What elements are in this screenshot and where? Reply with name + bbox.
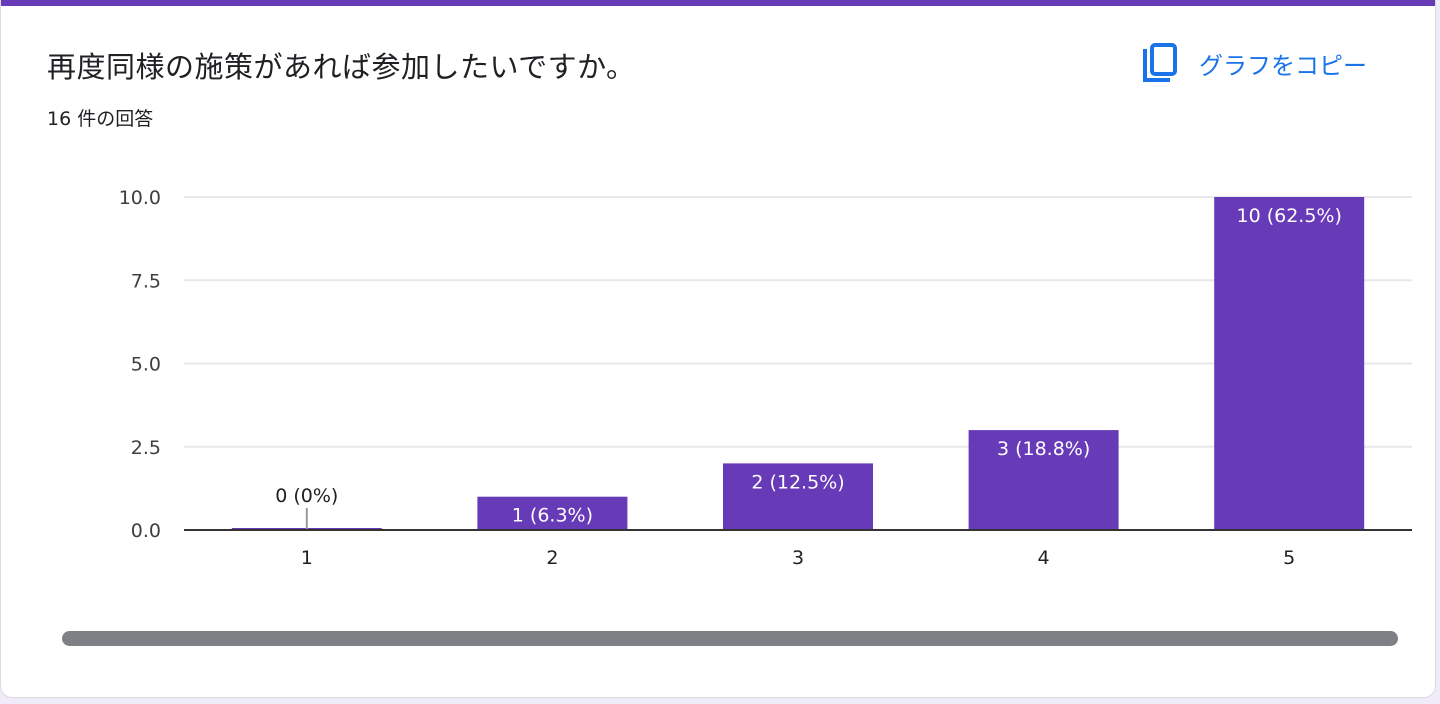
y-tick-label: 10.0 [119, 187, 161, 209]
data-label: 2 (12.5%) [751, 471, 844, 493]
x-tick-label: 2 [546, 547, 558, 569]
chart-labels: 0.0 2.5 5.0 7.5 10.0 0 (0%) 1 1 (6.3%) 2 2 (12.5%… [119, 187, 1342, 569]
x-tick-label: 5 [1283, 547, 1295, 569]
x-tick-label: 3 [792, 547, 804, 569]
bar-chart: 0.0 2.5 5.0 7.5 10.0 0 (0%) 1 1 (6.3%) 2 2 (12.5%… [119, 187, 1412, 569]
y-tick-label: 7.5 [131, 270, 161, 292]
card-accent-bar [1, 0, 1435, 6]
horizontal-scrollbar[interactable] [62, 631, 1398, 646]
data-label: 1 (6.3%) [512, 505, 593, 527]
x-tick-label: 1 [301, 547, 313, 569]
bar [1214, 197, 1365, 530]
copy-chart-label: グラフをコピー [1199, 51, 1367, 80]
bar [968, 430, 1119, 530]
data-label: 10 (62.5%) [1236, 205, 1341, 227]
y-tick-label: 5.0 [131, 354, 161, 376]
question-title: 再度同様の施策があれば参加したいですか。 [47, 50, 636, 84]
response-count: 16 件の回答 [47, 108, 154, 130]
y-tick-label: 0.0 [131, 520, 161, 542]
copy-icon-back-sheet [1143, 49, 1170, 82]
data-label: 0 (0%) [275, 485, 338, 507]
bar [477, 496, 628, 530]
bar [723, 463, 873, 530]
chart-gridlines [184, 196, 1412, 448]
x-tick-label: 4 [1038, 547, 1050, 569]
chart-bars [231, 197, 1365, 530]
copy-icon [1143, 43, 1177, 82]
copy-icon-front-sheet [1150, 43, 1177, 76]
data-label: 3 (18.8%) [997, 438, 1090, 460]
copy-chart-button[interactable]: グラフをコピー [1141, 38, 1367, 88]
y-tick-label: 2.5 [131, 437, 161, 459]
